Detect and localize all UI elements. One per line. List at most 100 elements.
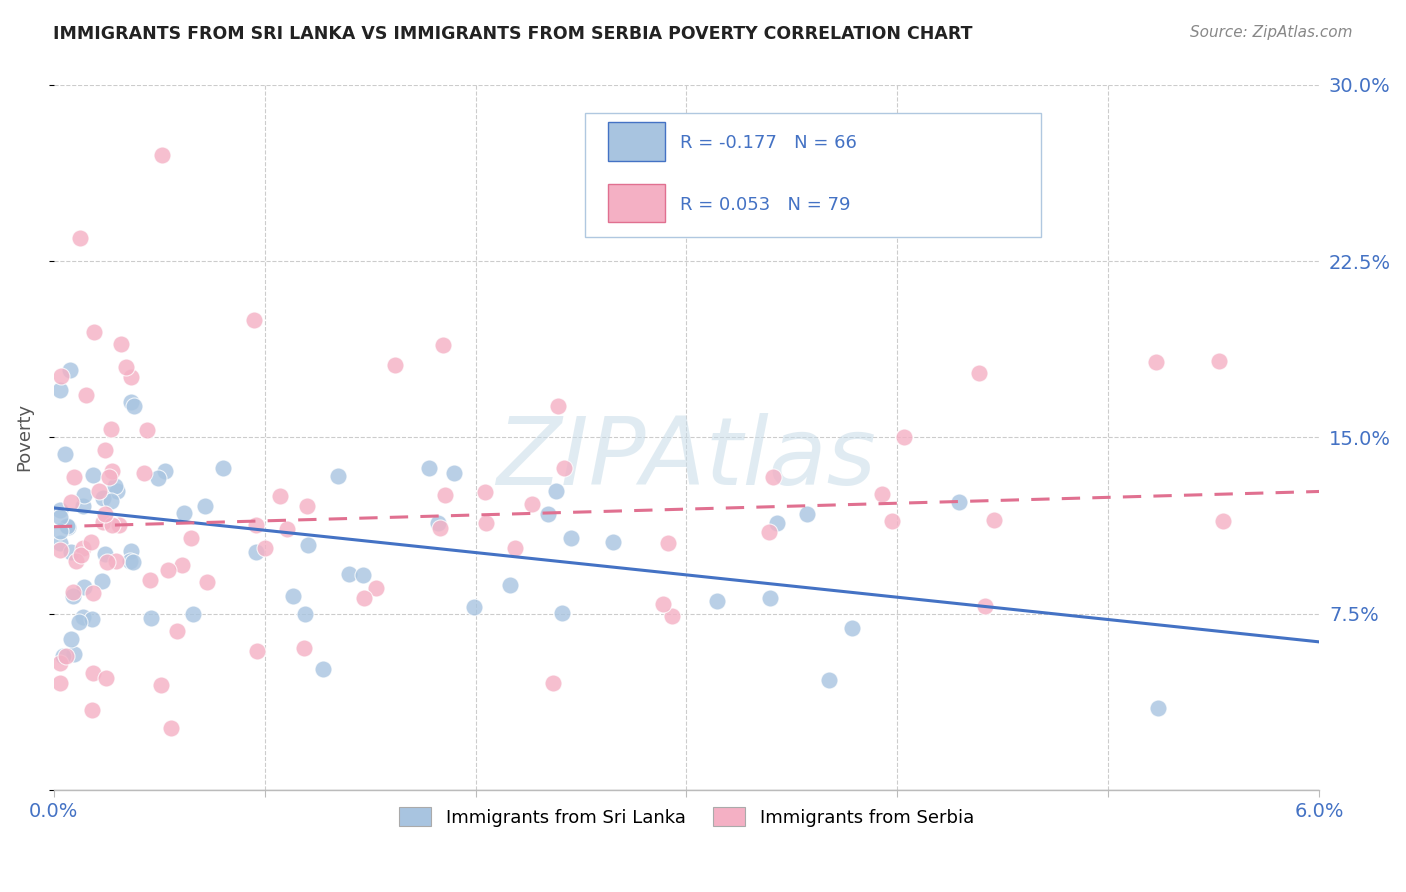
Point (153, 464, 176, 478)
Point (59, 632, 82, 647)
Point (51, 649, 73, 664)
Point (292, 640, 315, 655)
Point (281, 590, 304, 604)
Y-axis label: Poverty: Poverty (15, 403, 32, 472)
Point (312, 662, 335, 676)
Point (96, 556, 118, 570)
Point (59, 545, 82, 559)
Point (49, 656, 72, 670)
Point (82, 612, 104, 626)
Point (254, 541, 277, 556)
Point (91, 516, 114, 530)
Point (242, 313, 264, 327)
Point (120, 394, 142, 409)
Point (758, 524, 780, 539)
Point (893, 430, 915, 444)
Point (762, 470, 785, 484)
Point (443, 466, 465, 480)
Point (70, 549, 93, 563)
Point (83, 325, 105, 339)
Point (870, 487, 893, 501)
Point (110, 336, 132, 351)
Point (139, 611, 162, 625)
Point (94, 671, 117, 685)
Point (170, 558, 193, 572)
Point (49, 676, 72, 690)
Point (193, 499, 215, 513)
Point (63, 647, 86, 661)
Point (1208, 353, 1230, 368)
Point (72, 610, 94, 624)
Point (93, 508, 115, 522)
Point (706, 594, 728, 608)
Point (546, 484, 568, 499)
Legend: Immigrants from Sri Lanka, Immigrants from Serbia: Immigrants from Sri Lanka, Immigrants fr… (392, 800, 981, 834)
Point (120, 370, 142, 384)
Point (880, 514, 903, 528)
Point (90, 574, 112, 589)
Point (65, 554, 87, 568)
Point (82, 586, 104, 600)
Point (180, 531, 202, 545)
Point (297, 538, 319, 552)
Point (475, 516, 498, 530)
Point (948, 494, 970, 508)
Point (49, 524, 72, 538)
Point (463, 599, 485, 614)
Point (429, 521, 451, 535)
Point (93, 443, 115, 458)
Point (73, 488, 96, 502)
Point (245, 545, 267, 559)
Point (120, 544, 142, 558)
Point (432, 338, 454, 352)
FancyBboxPatch shape (607, 122, 665, 161)
Point (541, 676, 564, 690)
Point (657, 535, 679, 549)
Point (212, 461, 235, 475)
Point (56, 520, 79, 534)
Point (121, 555, 143, 569)
Point (173, 506, 195, 520)
Point (974, 599, 997, 614)
Point (100, 494, 122, 508)
Point (551, 606, 574, 620)
Point (59, 363, 82, 377)
Point (269, 489, 291, 503)
Text: R = 0.053   N = 79: R = 0.053 N = 79 (681, 195, 851, 214)
Point (553, 460, 575, 475)
Point (108, 517, 131, 532)
Point (105, 554, 128, 568)
Point (166, 624, 188, 638)
Point (72, 499, 94, 513)
Point (602, 535, 624, 549)
Point (101, 465, 124, 479)
Point (537, 507, 560, 521)
Point (418, 461, 440, 475)
Point (150, 148, 173, 162)
Point (139, 573, 162, 587)
Text: R = -0.177   N = 66: R = -0.177 N = 66 (681, 135, 858, 153)
Point (104, 479, 127, 493)
Point (118, 554, 141, 568)
Text: Source: ZipAtlas.com: Source: ZipAtlas.com (1189, 25, 1353, 40)
Point (87, 484, 110, 499)
Point (49, 502, 72, 516)
Point (62, 590, 84, 604)
Point (53, 446, 76, 460)
Point (97, 470, 120, 484)
Point (295, 499, 318, 513)
Point (101, 518, 124, 533)
Point (82, 666, 104, 681)
Point (136, 424, 159, 438)
Point (474, 485, 496, 500)
Point (1146, 701, 1168, 715)
Point (82, 703, 104, 717)
Point (983, 512, 1005, 526)
Point (503, 541, 526, 555)
Point (105, 483, 128, 498)
Point (49, 536, 72, 550)
Point (433, 488, 456, 502)
Point (499, 578, 522, 592)
Point (49, 542, 72, 557)
Text: IMMIGRANTS FROM SRI LANKA VS IMMIGRANTS FROM SERBIA POVERTY CORRELATION CHART: IMMIGRANTS FROM SRI LANKA VS IMMIGRANTS … (53, 25, 973, 43)
